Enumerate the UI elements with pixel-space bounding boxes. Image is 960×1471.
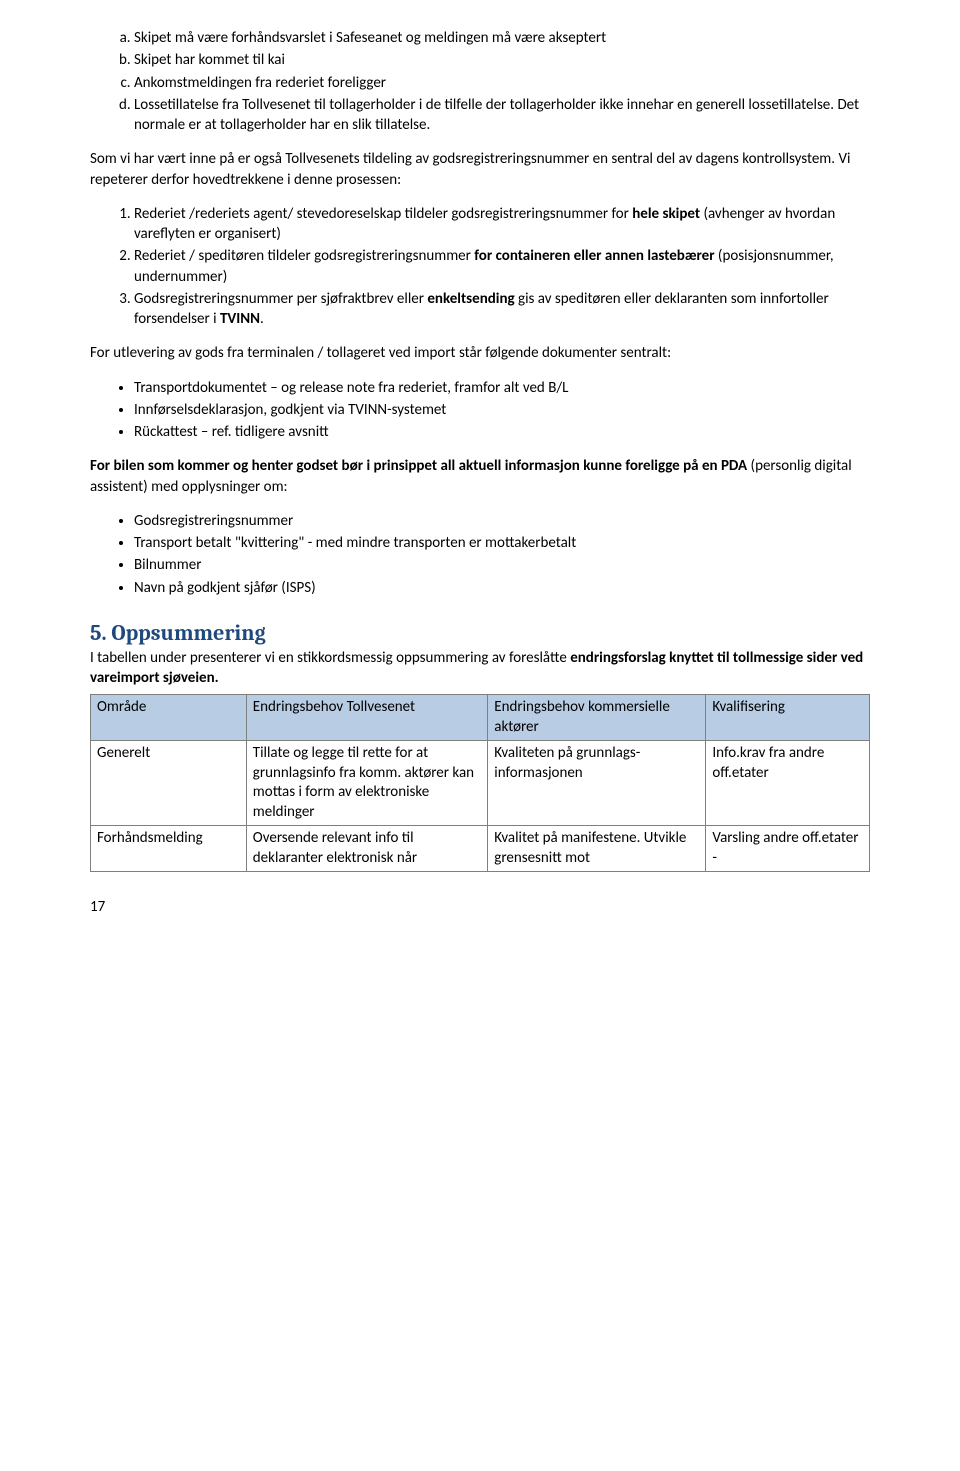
text: Rederiet /rederiets agent/ stevedoresels… (134, 205, 632, 223)
bold-text: hele skipet (632, 205, 700, 223)
list-item: Transportdokumentet – og release note fr… (134, 378, 870, 398)
document-page: Skipet må være forhåndsvarslet i Safesea… (0, 0, 960, 956)
table-header-cell: Endringsbehov kommersielle aktører (488, 695, 706, 741)
text: Godsregistreringsnummer per sjøfraktbrev… (134, 290, 427, 308)
list-item: Innførselsdeklarasjon, godkjent via TVIN… (134, 400, 870, 420)
alpha-list: Skipet må være forhåndsvarslet i Safesea… (90, 28, 870, 135)
list-item: Rederiet /rederiets agent/ stevedoresels… (134, 204, 870, 245)
table-cell: Forhåndsmelding (91, 826, 247, 872)
bold-text: For bilen som kommer og henter godset bø… (90, 457, 747, 475)
table-row: Generelt Tillate og legge til rette for … (91, 741, 870, 826)
table-row: Forhåndsmelding Oversende relevant info … (91, 826, 870, 872)
list-item: Skipet har kommet til kai (134, 50, 870, 70)
list-item: Lossetillatelse fra Tollvesenet til toll… (134, 95, 870, 136)
section-heading: 5. Oppsummering (90, 620, 870, 646)
paragraph: For bilen som kommer og henter godset bø… (90, 456, 870, 497)
list-item: Ankomstmeldingen fra rederiet foreligger (134, 73, 870, 93)
table-header-cell: Kvalifisering (706, 695, 870, 741)
list-item: Bilnummer (134, 555, 870, 575)
page-number: 17 (90, 898, 870, 916)
list-item: Godsregistreringsnummer (134, 511, 870, 531)
list-item: Rederiet / speditøren tildeler godsregis… (134, 246, 870, 287)
summary-table: Område Endringsbehov Tollvesenet Endring… (90, 694, 870, 872)
list-item: Godsregistreringsnummer per sjøfraktbrev… (134, 289, 870, 330)
table-cell: Info.krav fra andre off.etater (706, 741, 870, 826)
list-item: Skipet må være forhåndsvarslet i Safesea… (134, 28, 870, 48)
bullet-list: Transportdokumentet – og release note fr… (90, 378, 870, 443)
list-item: Transport betalt "kvittering" - med mind… (134, 533, 870, 553)
table-header-row: Område Endringsbehov Tollvesenet Endring… (91, 695, 870, 741)
paragraph: For utlevering av gods fra terminalen / … (90, 343, 870, 363)
table-cell: Varsling andre off.etater - (706, 826, 870, 872)
paragraph: Som vi har vært inne på er også Tollvese… (90, 149, 870, 190)
bold-text: TVINN (220, 310, 260, 328)
table-header-cell: Område (91, 695, 247, 741)
table-cell: Generelt (91, 741, 247, 826)
text: . (260, 310, 264, 328)
paragraph: I tabellen under presenterer vi en stikk… (90, 648, 870, 689)
text: I tabellen under presenterer vi en stikk… (90, 649, 570, 667)
table-cell: Oversende relevant info til deklaranter … (246, 826, 487, 872)
table-cell: Kvalitet på manifestene. Utvikle grenses… (488, 826, 706, 872)
numbered-list: Rederiet /rederiets agent/ stevedoresels… (90, 204, 870, 330)
table-cell: Tillate og legge til rette for at grunnl… (246, 741, 487, 826)
text: Rederiet / speditøren tildeler godsregis… (134, 247, 474, 265)
table-cell: Kvaliteten på grunnlags-informasjonen (488, 741, 706, 826)
bold-text: enkeltsending (427, 290, 514, 308)
list-item: Rückattest – ref. tidligere avsnitt (134, 422, 870, 442)
bold-text: for containeren eller annen lastebærer (474, 247, 714, 265)
table-header-cell: Endringsbehov Tollvesenet (246, 695, 487, 741)
bullet-list: Godsregistreringsnummer Transport betalt… (90, 511, 870, 598)
list-item: Navn på godkjent sjåfør (ISPS) (134, 578, 870, 598)
